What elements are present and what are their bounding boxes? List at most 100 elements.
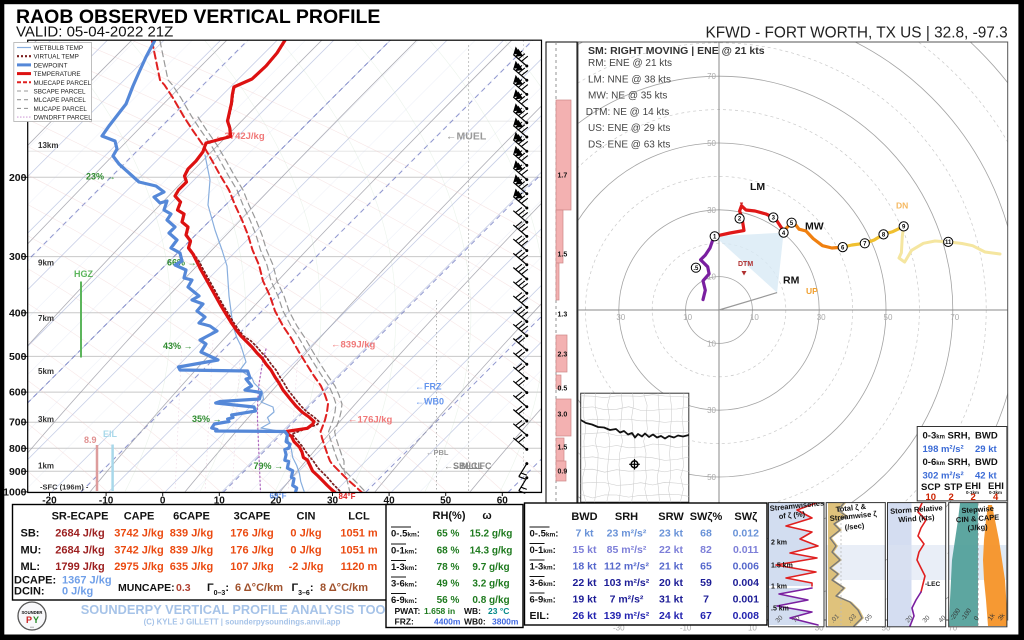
svg-text:.05: .05 <box>862 613 874 625</box>
svg-text:.03: .03 <box>846 613 858 625</box>
svg-text:103 m²/s²: 103 m²/s² <box>604 577 650 589</box>
svg-text:EHI: EHI <box>965 481 981 492</box>
svg-text:31 kt: 31 kt <box>659 594 683 606</box>
svg-text:-2 J/kg: -2 J/kg <box>289 561 324 573</box>
svg-text:6 Δ°C/km: 6 Δ°C/km <box>235 582 283 594</box>
svg-text:20: 20 <box>904 614 914 624</box>
svg-text:65: 65 <box>700 561 712 573</box>
svg-text:DCIN:: DCIN: <box>14 586 45 598</box>
svg-text:302 m²/s²: 302 m²/s² <box>923 471 964 482</box>
svg-text:9.7 g/kg: 9.7 g/kg <box>472 562 509 573</box>
svg-text:30: 30 <box>815 624 824 633</box>
svg-text:67: 67 <box>700 610 712 622</box>
svg-text:500: 500 <box>9 351 27 363</box>
svg-text:4: 4 <box>782 231 786 237</box>
svg-text:ML:: ML: <box>21 561 41 573</box>
svg-text:←176J/kg: ←176J/kg <box>348 415 393 426</box>
svg-text:MUCAPE PARCEL: MUCAPE PARCEL <box>34 106 88 113</box>
svg-text:0.001: 0.001 <box>733 594 759 606</box>
svg-text:.5 km: .5 km <box>771 606 789 613</box>
svg-text:8 Δ°C/km: 8 Δ°C/km <box>320 582 368 594</box>
svg-text:0.012: 0.012 <box>733 528 759 540</box>
svg-text:10: 10 <box>707 339 716 348</box>
svg-text:10: 10 <box>214 496 226 507</box>
svg-text:1.3: 1.3 <box>558 312 568 319</box>
svg-text:1: 1 <box>713 235 717 241</box>
svg-text:15 kt: 15 kt <box>573 544 597 556</box>
svg-text:P: P <box>26 615 32 625</box>
svg-text:DWNDRFT PARCEL: DWNDRFT PARCEL <box>34 115 93 122</box>
svg-text:2.3: 2.3 <box>558 352 568 359</box>
svg-text:Storm Relative: Storm Relative <box>890 503 943 516</box>
svg-text:176 J/kg: 176 J/kg <box>230 528 273 540</box>
svg-text:69°F: 69°F <box>270 492 287 501</box>
svg-text:VALID: 05-04-2022 21Z: VALID: 05-04-2022 21Z <box>16 24 173 41</box>
svg-text:MUECAPE PARCEL: MUECAPE PARCEL <box>34 80 92 87</box>
svg-text:85 m²/s²: 85 m²/s² <box>607 544 647 556</box>
svg-text:MW: MW <box>805 221 824 233</box>
svg-text:1 km: 1 km <box>771 584 787 591</box>
svg-text:2684 J/kg: 2684 J/kg <box>55 545 105 557</box>
svg-text:112 m²/s²: 112 m²/s² <box>604 561 649 573</box>
svg-text:20: 20 <box>270 496 282 507</box>
svg-text:DTM: NE @ 14 kts: DTM: NE @ 14 kts <box>586 107 670 118</box>
svg-text:107 J/kg: 107 J/kg <box>230 561 273 573</box>
svg-text:DCAPE:: DCAPE: <box>14 575 56 587</box>
svg-text:←SBLCL: ←SBLCL <box>444 461 483 471</box>
svg-text:2: 2 <box>949 492 954 503</box>
svg-text:3742 J/kg: 3742 J/kg <box>114 528 164 540</box>
svg-text:0-6km SRH,: 0-6km SRH, <box>923 457 971 468</box>
svg-text:DN: DN <box>896 201 908 211</box>
svg-text:300: 300 <box>9 251 27 263</box>
svg-text:14.3 g/kg: 14.3 g/kg <box>470 546 513 557</box>
svg-text:0-1km:: 0-1km: <box>530 545 556 556</box>
svg-text:68: 68 <box>700 528 712 540</box>
svg-text:0.8 g/kg: 0.8 g/kg <box>472 595 509 606</box>
svg-text:-20: -20 <box>42 496 57 507</box>
svg-text:5: 5 <box>790 221 794 227</box>
svg-text:56 %: 56 % <box>437 595 460 606</box>
svg-text:Stepwise: Stepwise <box>961 504 994 515</box>
svg-text:29 kt: 29 kt <box>975 444 997 455</box>
svg-text:of ζ (%): of ζ (%) <box>778 509 806 521</box>
svg-text:50: 50 <box>707 139 716 148</box>
svg-text:635 J/kg: 635 J/kg <box>170 561 213 573</box>
svg-text:8: 8 <box>882 233 886 239</box>
svg-text:3.2 g/kg: 3.2 g/kg <box>472 579 509 590</box>
svg-text:24 kt: 24 kt <box>659 610 683 622</box>
svg-text:30: 30 <box>616 313 625 322</box>
svg-text:23% →: 23% → <box>86 172 116 182</box>
svg-text:7 m²/s²: 7 m²/s² <box>610 594 644 606</box>
svg-text:3800m: 3800m <box>492 617 519 627</box>
svg-text:LM: LM <box>750 181 765 193</box>
svg-text:CAPE: CAPE <box>124 511 155 523</box>
svg-text:←839J/kg: ←839J/kg <box>331 340 376 351</box>
svg-text:MLCAPE PARCEL: MLCAPE PARCEL <box>34 97 87 104</box>
svg-text:30: 30 <box>774 614 784 624</box>
svg-text:43% →: 43% → <box>163 341 193 351</box>
svg-text:0.9: 0.9 <box>558 469 568 476</box>
svg-text:RM: ENE @ 21 kts: RM: ENE @ 21 kts <box>588 58 672 69</box>
svg-text:SRH: SRH <box>615 511 638 523</box>
svg-text:176 J/kg: 176 J/kg <box>230 545 273 557</box>
svg-text:1km: 1km <box>38 462 54 471</box>
svg-text:3-6km:: 3-6km: <box>530 578 556 589</box>
svg-text:70: 70 <box>950 313 959 322</box>
svg-text:0 J/kg: 0 J/kg <box>290 528 321 540</box>
svg-text:0 J/kg: 0 J/kg <box>290 545 321 557</box>
svg-text:8.9: 8.9 <box>84 435 97 445</box>
svg-text:••••: •••• <box>30 625 34 629</box>
svg-text:10: 10 <box>707 273 716 282</box>
svg-text:11: 11 <box>945 240 952 246</box>
svg-text:49 %: 49 % <box>437 579 460 590</box>
svg-text:50: 50 <box>882 624 891 633</box>
svg-text:.5: .5 <box>693 266 699 272</box>
svg-text:2975 J/kg: 2975 J/kg <box>114 561 164 573</box>
svg-text:3-6km:: 3-6km: <box>391 579 417 590</box>
svg-text:70: 70 <box>707 72 716 81</box>
svg-text:BWD: BWD <box>975 457 998 468</box>
svg-text:40: 40 <box>937 614 947 624</box>
svg-text:7: 7 <box>703 594 709 606</box>
svg-text:839 J/kg: 839 J/kg <box>170 545 213 557</box>
svg-text:20 kt: 20 kt <box>659 577 683 589</box>
